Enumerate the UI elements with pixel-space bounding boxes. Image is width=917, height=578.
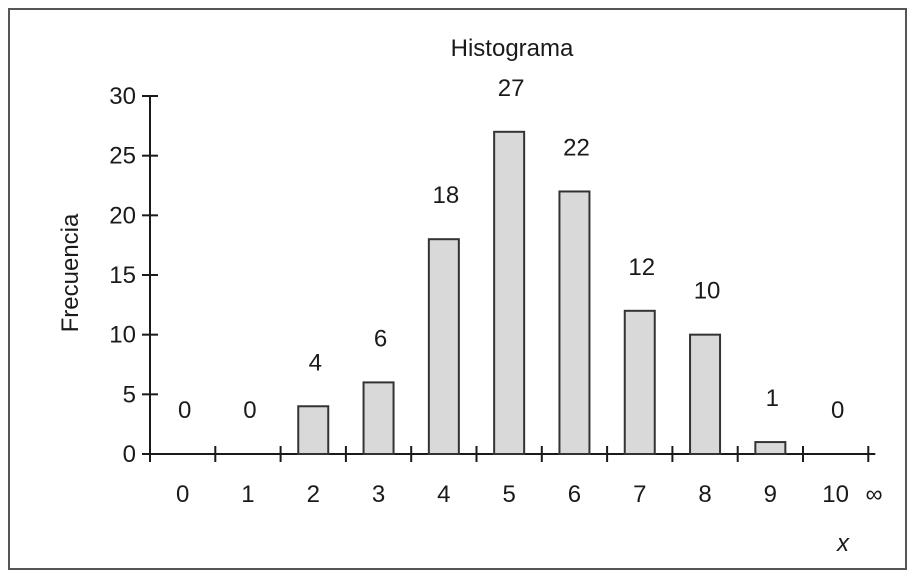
bar [297,405,330,455]
x-axis-label: x [836,530,850,557]
y-tick-label: 20 [109,202,136,229]
x-tick-label: 9 [764,481,777,508]
x-axis-infinity-label: ∞ [865,481,882,508]
data-label: 12 [628,254,655,281]
data-label: 6 [374,325,387,352]
bar [754,441,787,456]
data-label: 0 [831,397,844,424]
x-tick-label: 1 [241,481,254,508]
data-label: 22 [563,134,590,161]
y-axis: 0 5 10 15 20 25 30 [109,83,158,468]
y-axis-label: Frecuencia [57,213,84,332]
y-tick-label: 25 [109,143,136,170]
bar [362,381,395,455]
bar [689,333,722,455]
y-tick-label: 0 [123,441,136,468]
data-label: 0 [178,397,191,424]
bar [623,309,656,455]
x-tick-label: 8 [698,481,711,508]
x-tick-label: 6 [568,481,581,508]
x-tick-label: 10 [822,481,849,508]
data-label: 1 [766,385,779,412]
y-tick-label: 15 [109,262,136,289]
chart-title: Histograma [451,35,574,62]
x-tick-label: 5 [502,481,515,508]
bar [493,130,526,456]
data-label: 27 [498,75,525,102]
data-label: 0 [243,397,256,424]
y-tick-label: 10 [109,322,136,349]
data-label: 18 [432,182,459,209]
bar [558,190,591,455]
x-tick-label: 7 [633,481,646,508]
data-label: 4 [309,349,322,376]
x-tick-label: 3 [372,481,385,508]
data-label: 10 [694,278,721,305]
x-tick-label: 4 [437,481,450,508]
bars [297,130,787,456]
y-tick-label: 5 [123,381,136,408]
x-tick-label: 2 [307,481,320,508]
x-tick-label: 0 [176,481,189,508]
y-tick-label: 30 [109,83,136,110]
x-axis: 0 1 2 3 4 5 6 7 8 9 10 [149,446,876,508]
bar [427,238,460,455]
